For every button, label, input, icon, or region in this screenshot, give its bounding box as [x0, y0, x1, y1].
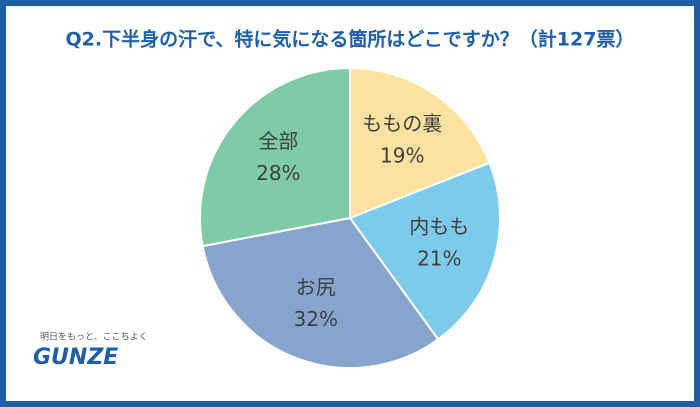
logo-name: GUNZE: [33, 345, 118, 370]
pie-slice: [201, 216, 440, 369]
slice-value-label: 28%: [256, 161, 300, 185]
pie-slice: [349, 66, 491, 220]
pie-slice: [348, 161, 501, 341]
slice-value-label: 19%: [380, 144, 424, 168]
slice-value-label: 32%: [294, 307, 338, 331]
slice-label: 全部: [258, 129, 298, 153]
slice-value-label: 21%: [417, 246, 461, 270]
slice-label: ももの裏: [362, 112, 442, 136]
logo-tagline: 明日をもっと、ここちよく: [40, 332, 148, 343]
slice-label: お尻: [296, 275, 336, 299]
slice-label: 内もも: [409, 214, 469, 238]
pie-slice: [199, 66, 351, 248]
chart-title: Q2.下半身の汗で、特に気になる箇所はどこですか？（計127票）: [66, 28, 635, 51]
